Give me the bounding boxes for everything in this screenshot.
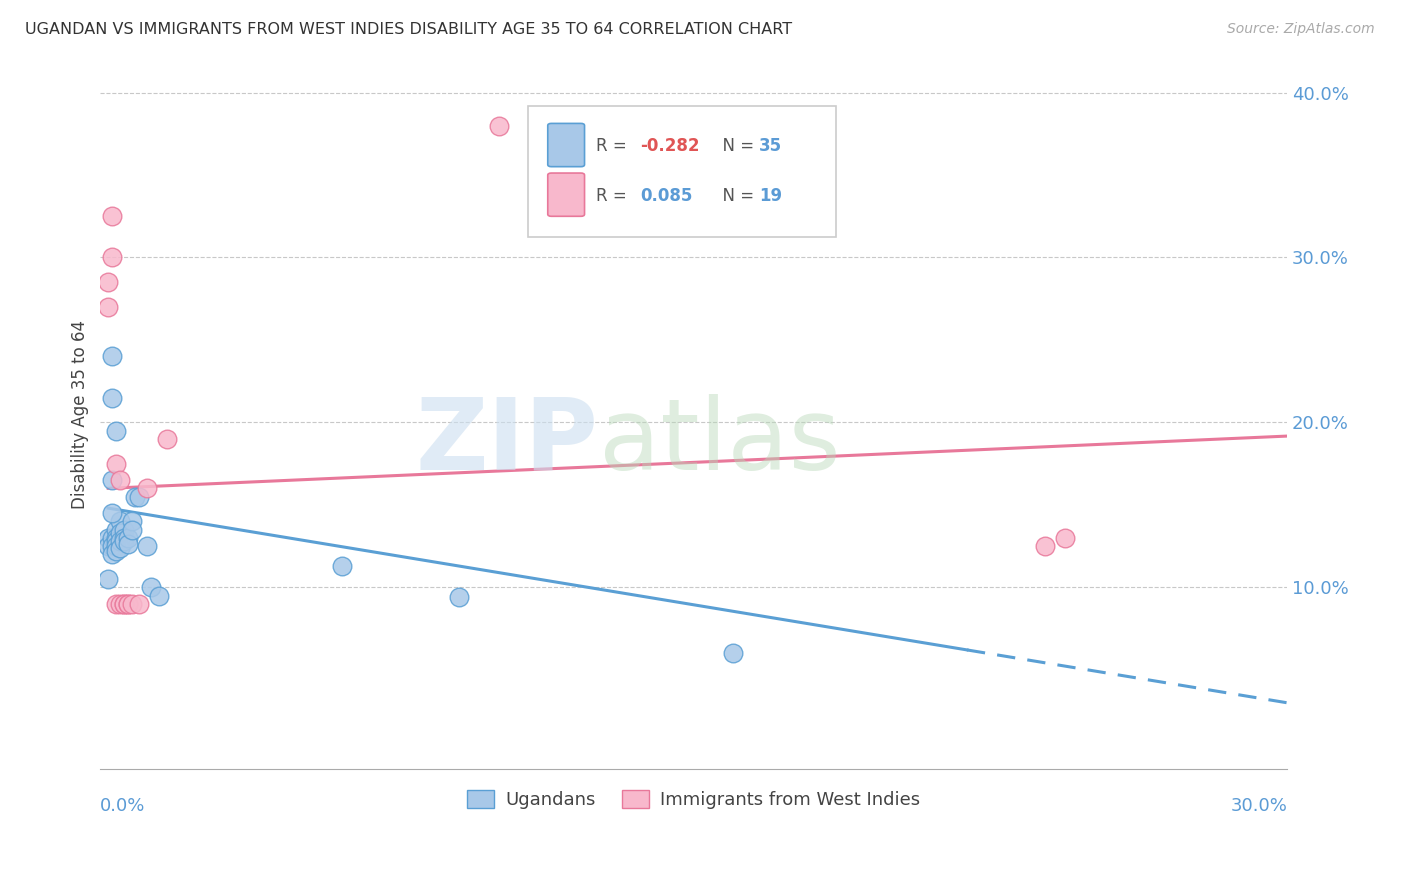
Text: -0.282: -0.282 <box>640 137 700 155</box>
Point <box>104 539 127 553</box>
Point <box>121 597 143 611</box>
Point <box>101 547 124 561</box>
Point <box>136 539 159 553</box>
Point <box>721 646 744 660</box>
Point <box>156 432 179 446</box>
Text: R =: R = <box>596 137 633 155</box>
Text: 0.085: 0.085 <box>640 186 693 205</box>
Point <box>332 558 354 573</box>
Text: N =: N = <box>711 186 759 205</box>
Point <box>101 539 124 553</box>
Point <box>108 597 131 611</box>
Point <box>112 597 135 611</box>
Text: 35: 35 <box>759 137 782 155</box>
Point <box>117 597 139 611</box>
Point <box>139 580 162 594</box>
Point <box>148 589 170 603</box>
Point <box>128 597 150 611</box>
Point <box>101 473 124 487</box>
Text: Source: ZipAtlas.com: Source: ZipAtlas.com <box>1227 22 1375 37</box>
Point <box>112 531 135 545</box>
Point <box>124 490 146 504</box>
Point <box>112 523 135 537</box>
Point <box>121 514 143 528</box>
Text: N =: N = <box>711 137 759 155</box>
Point <box>108 525 131 540</box>
Point <box>108 541 131 555</box>
Point <box>117 537 139 551</box>
Point <box>104 544 127 558</box>
Point <box>97 531 120 545</box>
Point <box>104 534 127 549</box>
Point <box>97 300 120 314</box>
Point <box>117 531 139 545</box>
Point <box>104 597 127 611</box>
Point <box>117 597 139 611</box>
Point <box>136 481 159 495</box>
Text: R =: R = <box>596 186 633 205</box>
Point <box>101 209 124 223</box>
Point <box>101 531 124 545</box>
Point <box>1033 539 1056 553</box>
Point <box>121 523 143 537</box>
Point <box>97 572 120 586</box>
Point <box>101 506 124 520</box>
FancyBboxPatch shape <box>548 123 585 167</box>
Text: 19: 19 <box>759 186 782 205</box>
Text: ZIP: ZIP <box>416 394 599 491</box>
Text: atlas: atlas <box>599 394 841 491</box>
Point <box>101 391 124 405</box>
Point <box>97 275 120 289</box>
Point <box>108 473 131 487</box>
Text: UGANDAN VS IMMIGRANTS FROM WEST INDIES DISABILITY AGE 35 TO 64 CORRELATION CHART: UGANDAN VS IMMIGRANTS FROM WEST INDIES D… <box>25 22 793 37</box>
Y-axis label: Disability Age 35 to 64: Disability Age 35 to 64 <box>72 319 89 508</box>
Point <box>104 531 127 545</box>
FancyBboxPatch shape <box>548 173 585 216</box>
Point <box>101 251 124 265</box>
Point <box>449 590 471 604</box>
Point <box>108 534 131 549</box>
Point <box>488 119 510 133</box>
Point <box>1053 531 1076 545</box>
FancyBboxPatch shape <box>527 105 837 237</box>
Text: 0.0%: 0.0% <box>100 797 146 815</box>
Point <box>101 350 124 364</box>
Point <box>104 424 127 438</box>
Point <box>108 514 131 528</box>
Legend: Ugandans, Immigrants from West Indies: Ugandans, Immigrants from West Indies <box>460 782 928 816</box>
Point <box>104 523 127 537</box>
Point <box>112 534 135 549</box>
Point <box>97 539 120 553</box>
Point <box>104 457 127 471</box>
Point <box>128 490 150 504</box>
Text: 30.0%: 30.0% <box>1230 797 1286 815</box>
Point <box>112 597 135 611</box>
